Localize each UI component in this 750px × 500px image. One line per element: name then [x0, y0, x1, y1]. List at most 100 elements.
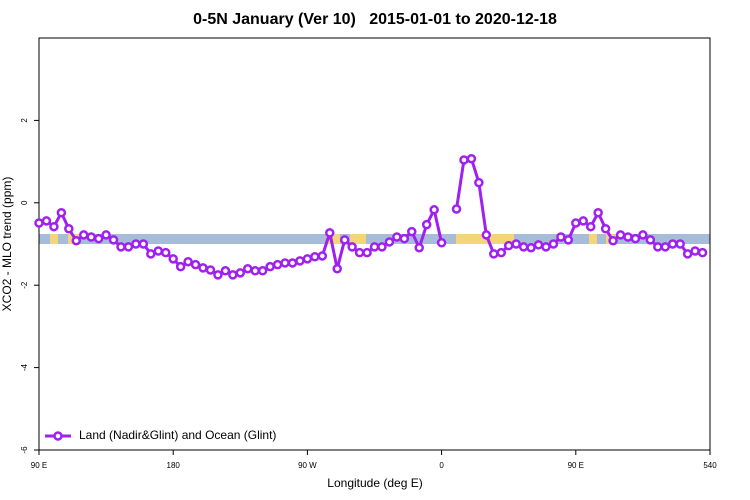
data-point — [131, 239, 141, 249]
y-tick-label: 2 — [20, 118, 29, 123]
data-point — [198, 263, 208, 273]
data-point — [153, 246, 164, 256]
data-point — [377, 242, 387, 252]
y-tick-label: -4 — [20, 363, 29, 371]
data-point — [511, 239, 521, 249]
data-point — [160, 247, 171, 258]
x-tick-label: 90 W — [298, 461, 317, 470]
data-point — [325, 228, 335, 238]
data-point — [429, 205, 439, 215]
y-axis-label: XCO2 - MLO trend (ppm) — [0, 177, 14, 312]
y-tick-label: -2 — [20, 281, 29, 289]
data-point — [503, 240, 514, 251]
data-point — [533, 240, 544, 250]
data-point — [421, 219, 432, 230]
data-point — [228, 270, 238, 280]
land-band — [589, 234, 597, 244]
y-tick-label: -6 — [20, 446, 29, 454]
data-point — [608, 235, 618, 246]
data-point — [496, 247, 506, 258]
data-point — [287, 258, 298, 268]
data-point — [265, 261, 275, 272]
data-point — [272, 259, 283, 270]
data-point — [399, 233, 410, 244]
data-point — [667, 239, 678, 249]
data-point — [585, 221, 596, 232]
x-tick-label: 0 — [439, 461, 444, 470]
data-point — [518, 242, 529, 252]
data-point — [392, 232, 402, 242]
data-point — [414, 242, 424, 253]
y-tick-label: 0 — [20, 200, 29, 205]
data-point — [354, 247, 365, 258]
data-point — [459, 155, 469, 165]
data-point — [183, 256, 193, 267]
data-point — [190, 259, 201, 270]
data-point — [56, 207, 67, 218]
data-point — [630, 233, 641, 244]
data-point — [384, 237, 395, 247]
land-band — [50, 234, 58, 244]
data-point — [481, 230, 492, 240]
data-point — [168, 254, 178, 264]
data-point — [101, 230, 111, 240]
data-point — [548, 239, 559, 249]
data-point — [369, 242, 380, 252]
data-point — [235, 268, 246, 278]
land-band — [350, 234, 366, 244]
data-point — [116, 242, 126, 252]
data-point — [175, 261, 186, 272]
data-point — [138, 239, 149, 249]
data-point — [49, 221, 59, 232]
x-tick-label: 540 — [703, 461, 717, 470]
data-point — [578, 216, 589, 226]
data-point — [302, 254, 313, 264]
data-point — [108, 235, 119, 245]
data-point — [541, 242, 551, 252]
data-point — [675, 239, 685, 249]
data-point — [474, 177, 484, 188]
data-point — [571, 218, 581, 228]
data-point — [697, 247, 708, 258]
data-point — [78, 230, 89, 240]
data-point — [526, 242, 536, 253]
data-point — [362, 247, 372, 258]
data-point — [280, 258, 290, 268]
data-point — [71, 235, 82, 246]
legend-label: Land (Nadir&Glint) and Ocean (Glint) — [79, 428, 276, 442]
land-band — [326, 234, 340, 244]
data-point — [243, 263, 253, 274]
data-point — [250, 266, 260, 276]
x-axis-label: Longitude (deg E) — [327, 476, 422, 490]
data-point — [638, 230, 648, 240]
data-point — [623, 232, 633, 242]
data-point — [347, 242, 357, 252]
x-tick-label: 180 — [167, 461, 181, 470]
data-point — [451, 204, 462, 214]
data-point — [295, 256, 305, 266]
data-point — [41, 216, 52, 226]
x-tick-label: 90 E — [568, 461, 584, 470]
data-point — [213, 270, 223, 280]
data-point — [466, 153, 477, 164]
ocean-band — [39, 234, 710, 244]
data-point — [436, 238, 447, 248]
data-point — [645, 235, 656, 245]
data-point — [64, 224, 74, 234]
data-point — [146, 249, 156, 259]
data-point — [317, 251, 328, 261]
x-tick-label: 90 E — [31, 461, 47, 470]
data-point — [682, 249, 693, 259]
data-point — [563, 235, 574, 245]
data-point — [34, 218, 44, 228]
series-line — [38, 157, 703, 277]
data-point — [93, 233, 104, 244]
data-point — [332, 263, 342, 274]
data-point — [257, 266, 268, 276]
data-point — [600, 224, 611, 234]
plot-frame — [38, 37, 711, 451]
legend-marker — [53, 431, 63, 441]
data-point — [489, 249, 499, 259]
chart-title: 0-5N January (Ver 10) 2015-01-01 to 2020… — [193, 11, 557, 28]
